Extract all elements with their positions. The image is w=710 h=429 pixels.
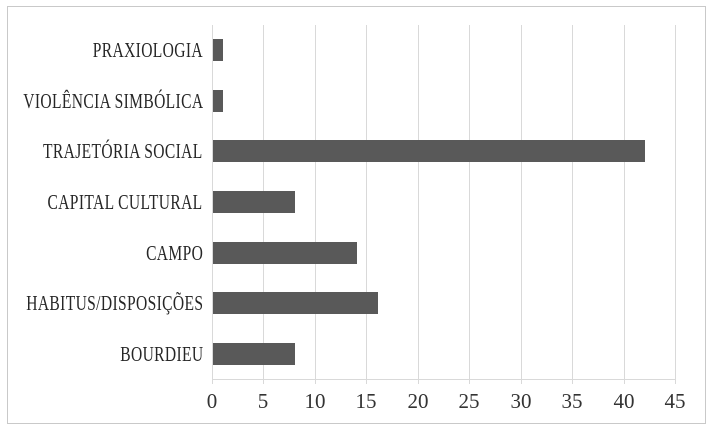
gridline-x-20	[418, 25, 419, 379]
x-axis-tick-labels: 0 5 10 15 20 25 30 35 40 45	[0, 389, 710, 419]
gridline-x-0	[212, 25, 213, 379]
category-label-bourdieu: BOURDIEU	[119, 341, 203, 366]
tick-mark-x-25	[469, 379, 470, 384]
x-tick-label-35: 35	[561, 389, 583, 413]
category-label-trajet-ria-social: TRAJETÓRIA SOCIAL	[43, 139, 203, 164]
tick-mark-x-35	[572, 379, 573, 384]
x-tick-label-0: 0	[206, 389, 218, 413]
x-tick-label-20: 20	[407, 389, 429, 413]
category-label-praxiologia: PRAXIOLOGIA	[92, 38, 203, 63]
gridline-x-45	[675, 25, 676, 379]
category-axis-labels: PRAXIOLOGIA VIOLÊNCIA SIMBÓLICA TRAJETÓRIA…	[0, 25, 203, 379]
bar-trajet-ria-social	[213, 140, 645, 163]
x-tick-label-15: 15	[355, 389, 377, 413]
tick-mark-x-15	[366, 379, 367, 384]
gridline-x-25	[469, 25, 470, 379]
tick-mark-x-30	[521, 379, 522, 384]
bar-capital-cultural	[213, 191, 295, 213]
bar-habitus-disposi-es	[213, 292, 378, 315]
x-axis-line	[212, 379, 675, 380]
tick-mark-x-40	[624, 379, 625, 384]
category-label-habitus-disposi-es: HABITUS/DISPOSIÇÕES	[25, 291, 203, 316]
gridline-x-40	[624, 25, 625, 379]
x-tick-label-10: 10	[304, 389, 326, 413]
category-label-capital-cultural: CAPITAL CULTURAL	[47, 190, 203, 214]
plot-area	[212, 25, 676, 384]
bar-bourdieu	[213, 342, 295, 365]
chart-border	[7, 6, 706, 424]
x-tick-label-5: 5	[257, 389, 269, 413]
category-label-campo: CAMPO	[145, 240, 203, 265]
tick-mark-x-45	[675, 379, 676, 384]
x-tick-label-40: 40	[613, 389, 635, 413]
bar-viol-ncia-simb-lica	[213, 89, 223, 112]
gridline-x-30	[521, 25, 522, 379]
x-tick-label-25: 25	[458, 389, 480, 413]
bar-campo	[213, 241, 357, 264]
bar-praxiologia	[213, 39, 223, 62]
x-tick-label-30: 30	[510, 389, 532, 413]
tick-mark-x-0	[212, 379, 213, 384]
gridline-x-10	[315, 25, 316, 379]
tick-mark-x-10	[315, 379, 316, 384]
tick-mark-x-5	[263, 379, 264, 384]
category-label-viol-ncia-simb-lica: VIOLÊNCIA SIMBÓLICA	[22, 88, 203, 113]
x-tick-label-45: 45	[664, 389, 686, 413]
gridline-x-35	[572, 25, 573, 379]
gridline-x-15	[366, 25, 367, 379]
tick-mark-x-20	[418, 379, 419, 384]
